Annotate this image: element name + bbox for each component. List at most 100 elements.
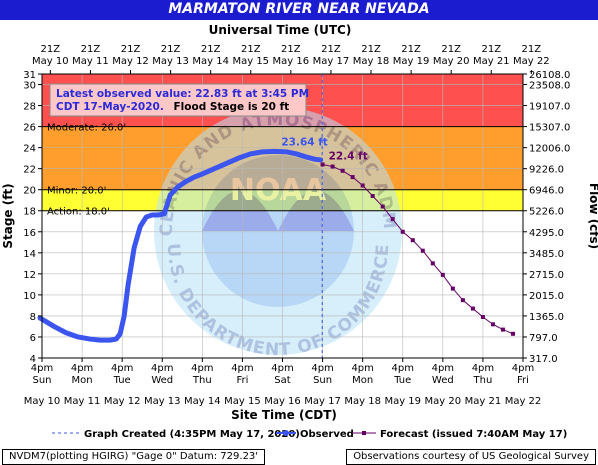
x-tick-time: 4pm — [31, 363, 53, 374]
x-tick-day: Wed — [151, 375, 173, 386]
y-tick-label: 26 — [23, 123, 36, 134]
flood-stage-text: Flood Stage is 20 ft — [174, 101, 290, 113]
latest-observed-line1: Latest observed value: 22.83 ft at 3:45 … — [56, 88, 309, 100]
latest-observed-box: Latest observed value: 22.83 ft at 3:45 … — [49, 83, 309, 117]
forecast-series — [320, 162, 515, 336]
y2-tick-label: 317.0 — [529, 354, 558, 365]
forecast-point — [490, 322, 495, 327]
y-tick-label: 6 — [30, 333, 36, 344]
x-tick-date: May 22 — [505, 396, 542, 407]
y-tick-label: 4 — [30, 354, 36, 365]
y-tick-label: 24 — [23, 144, 36, 155]
threshold-lines: Moderate: 26.0' Minor: 20.0' Action: 18.0' — [42, 123, 523, 218]
x-tick-day: Fri — [517, 375, 529, 386]
x-tick-time: 4pm — [351, 363, 373, 374]
forecast-point — [430, 261, 435, 266]
legend-forecast-marker — [362, 431, 366, 435]
top-tick-date: May 13 — [152, 56, 189, 67]
top-tick-time: 21Z — [241, 44, 261, 55]
forecast-point — [510, 331, 515, 336]
forecast-point — [340, 168, 345, 173]
page-title: MARMATON RIVER NEAR NEVADA — [168, 1, 430, 17]
forecast-point — [320, 162, 325, 167]
forecast-point — [380, 204, 385, 209]
x-tick-date: May 12 — [104, 396, 141, 407]
x-tick-time: 4pm — [271, 363, 293, 374]
title-bar — [0, 0, 598, 20]
x-axis-title: Site Time (CDT) — [231, 408, 337, 422]
x-tick-date: May 17 — [304, 396, 341, 407]
legend-observed-marker — [283, 430, 289, 436]
y2-tick-label: 3485.0 — [529, 249, 564, 260]
y-tick-label: 10 — [23, 291, 36, 302]
top-tick-date: May 21 — [473, 56, 510, 67]
top-tick-time: 21Z — [41, 44, 61, 55]
x-tick-date: May 15 — [224, 396, 261, 407]
y2-tick-label: 9226.0 — [529, 165, 564, 176]
top-tick-time: 21Z — [441, 44, 461, 55]
x-tick-date: May 19 — [384, 396, 421, 407]
top-tick-date: May 15 — [232, 56, 269, 67]
forecast-point — [440, 272, 445, 277]
top-tick-date: May 17 — [313, 56, 350, 67]
y-tick-label: 16 — [23, 228, 36, 239]
y-tick-label: 30 — [23, 81, 36, 92]
x-tick-time: 4pm — [472, 363, 494, 374]
top-tick-date: May 16 — [273, 56, 310, 67]
top-tick-time: 21Z — [321, 44, 341, 55]
footer-datum: NVDM7(plotting HGIRG) "Gage 0" Datum: 72… — [2, 449, 266, 465]
top-tick-time: 21Z — [121, 44, 141, 55]
top-tick-date: May 11 — [72, 56, 109, 67]
y-tick-label: 28 — [23, 102, 36, 113]
footer-credit: Observations courtesy of US Geological S… — [346, 449, 596, 465]
y2-tick-label: 19107.0 — [529, 102, 570, 113]
x-tick-time: 4pm — [191, 363, 213, 374]
y2-tick-label: 5226.0 — [529, 207, 564, 218]
y2-tick-label: 26108.0 — [529, 70, 570, 81]
x-tick-date: May 14 — [184, 396, 221, 407]
top-tick-time: 21Z — [401, 44, 421, 55]
latest-observed-line2: CDT 17-May-2020. — [56, 101, 164, 113]
legend: Graph Created (4:35PM May 17, 2020) Obse… — [52, 429, 567, 440]
x-tick-day: Tue — [113, 375, 131, 386]
top-tick-time: 21Z — [361, 44, 381, 55]
y-axis-title: Stage (ft) — [1, 183, 15, 248]
y-tick-label: 31 — [23, 70, 36, 81]
forecast-point — [410, 238, 415, 243]
x-tick-time: 4pm — [392, 363, 414, 374]
y-tick-label: 12 — [23, 270, 36, 281]
y-tick-label: 14 — [23, 249, 36, 260]
x-tick-day: Sun — [313, 375, 332, 386]
top-tick-date: May 19 — [393, 56, 430, 67]
x-tick-date: May 13 — [144, 396, 181, 407]
observed-line — [37, 148, 324, 343]
watermark-center-text: NOAA — [230, 173, 327, 208]
forecast-point — [480, 314, 485, 319]
y-tick-label: 18 — [23, 207, 36, 218]
watermark-gull-icon — [202, 190, 354, 231]
x-tick-day: Tue — [393, 375, 411, 386]
y-tick-label: 20 — [23, 186, 36, 197]
x-tick-day: Mon — [72, 375, 93, 386]
x-tick-date: May 18 — [344, 396, 381, 407]
y2-tick-label: 2015.0 — [529, 291, 564, 302]
forecast-point — [420, 248, 425, 253]
legend-forecast: Forecast (issued 7:40AM May 17) — [380, 429, 567, 440]
top-tick-date: May 10 — [32, 56, 69, 67]
legend-observed: Observed — [300, 429, 354, 440]
y-tick-label: 8 — [30, 312, 36, 323]
top-tick-date: May 14 — [192, 56, 229, 67]
top-tick-date: May 20 — [433, 56, 470, 67]
top-tick-time: 21Z — [201, 44, 221, 55]
top-tick-time: 21Z — [161, 44, 181, 55]
top-tick-date: May 12 — [112, 56, 149, 67]
forecast-point — [470, 306, 475, 311]
forecast-point — [400, 229, 405, 234]
legend-graph-created: Graph Created (4:35PM May 17, 2020) — [84, 429, 300, 440]
forecast-point — [370, 194, 375, 199]
forecast-point — [360, 183, 365, 188]
top-axis-title: Universal Time (UTC) — [209, 23, 352, 37]
threshold-label: Moderate: 26.0' — [47, 123, 126, 134]
top-tick-date: May 18 — [353, 56, 390, 67]
